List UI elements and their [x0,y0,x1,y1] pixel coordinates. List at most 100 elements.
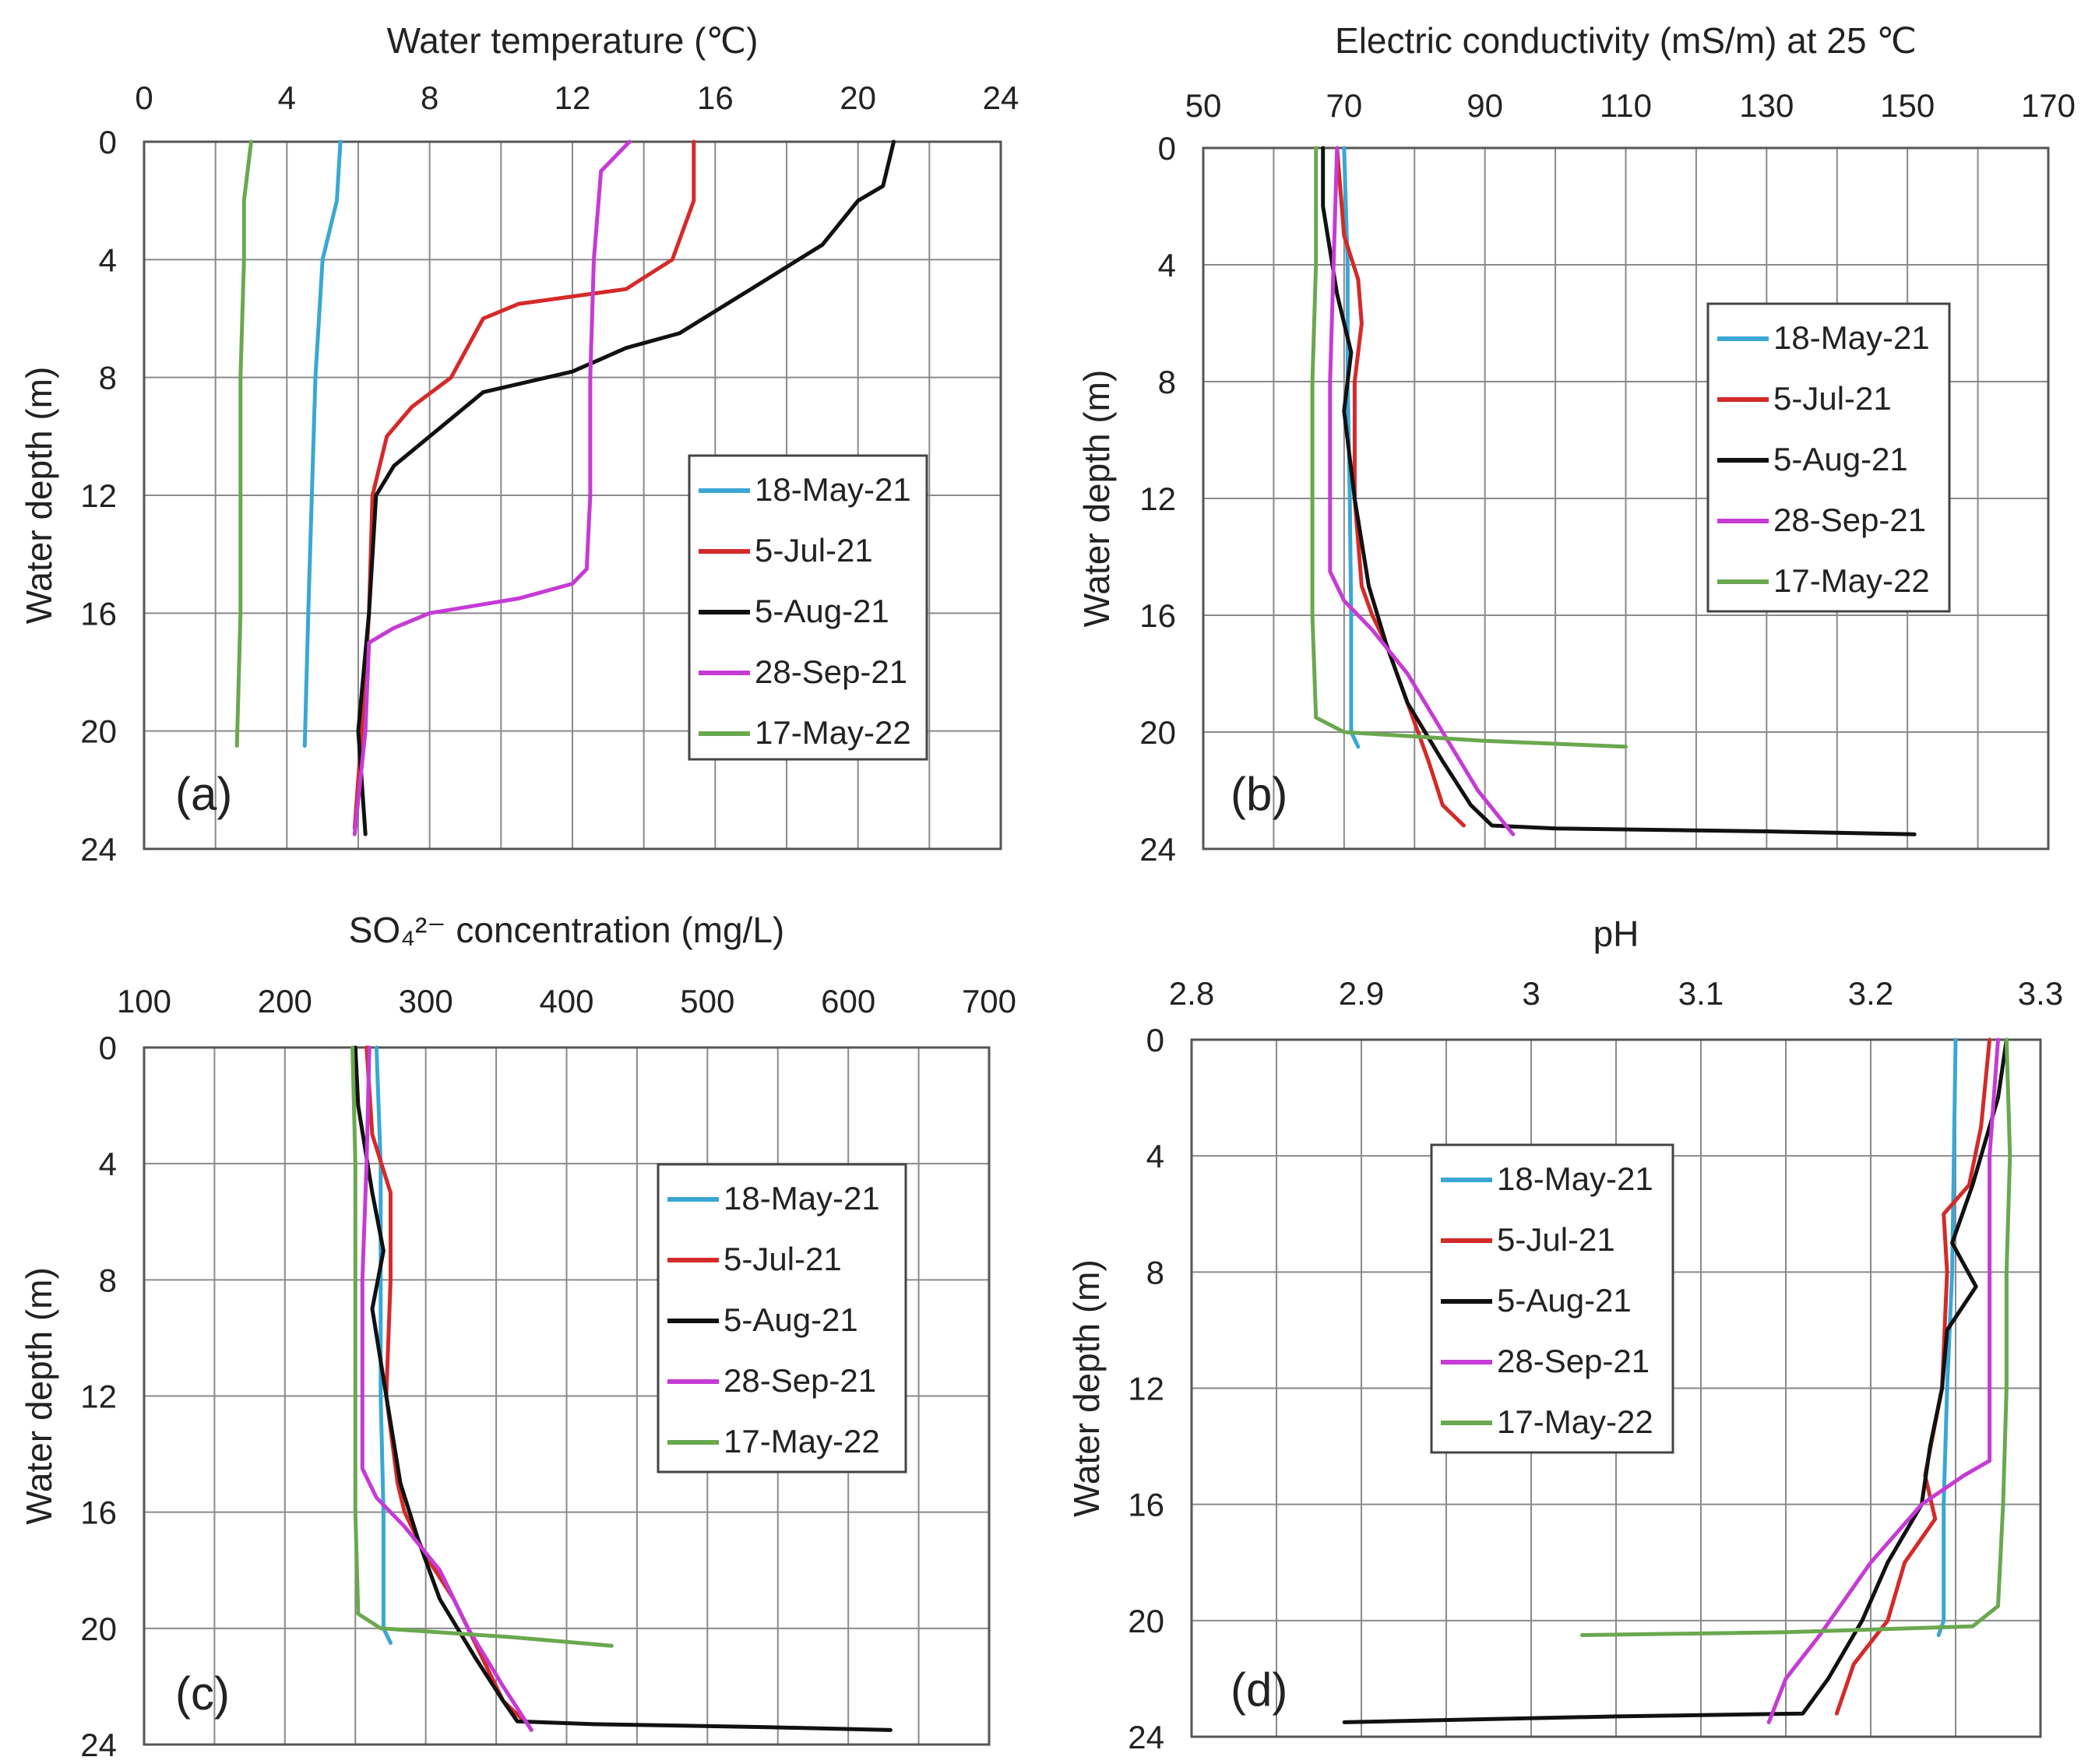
y-tick-label: 24 [1128,1719,1164,1755]
panel-c: SO₄²⁻ concentration (mg/L)100 200 300 400 50… [19,910,1016,1763]
legend-entry: 28-Sep-21 [1497,1343,1650,1379]
legend-entry: 17-May-22 [724,1423,880,1459]
x-tick-label: 90 [1467,87,1503,124]
x-tick-label: 700 [962,983,1016,1019]
y-tick-label: 0 [99,124,117,160]
series-line-5-Aug-21 [1342,1037,2009,1724]
y-tick-label: 8 [99,1262,117,1298]
panel-label: (b) [1231,768,1287,820]
y-tick-label: 20 [80,1611,117,1647]
x-tick-label: 70 [1326,87,1362,124]
y-tick-label: 8 [1146,1254,1164,1290]
y-tick-label: 8 [1158,364,1176,400]
x-tick-label: 200 [258,983,312,1019]
axis-title: Electric conductivity (mS/m) at 25 ℃ [1335,20,1917,61]
x-tick-label: 3.1 [1678,975,1724,1012]
legend-entry: 28-Sep-21 [724,1362,876,1399]
legend-entry: 5-Aug-21 [1497,1282,1632,1319]
x-tick-label: 3 [1522,975,1540,1012]
panel-label: (c) [175,1667,230,1720]
x-tick-label: 100 [117,983,171,1019]
y-tick-label: 20 [80,713,117,750]
y-tick-label: 4 [1146,1138,1164,1174]
x-tick-label: 600 [821,983,875,1019]
series-line-5-Aug-21 [356,139,896,836]
x-tick-label: 3.2 [1848,975,1893,1012]
legend-entry: 18-May-21 [755,471,911,508]
y-tick-label: 4 [1158,247,1176,283]
legend: 18-May-21 5-Jul-21 5-Aug-21 28-Sep-21 17-May… [1430,1143,1674,1454]
plot-frame [143,140,1002,850]
y-axis-label: Water depth (m) [1076,370,1117,628]
y-tick-label: 12 [80,1378,117,1415]
legend-entry: 17-May-22 [1773,562,1930,599]
series-line-5-Jul-21 [364,1045,526,1724]
legend-entry: 18-May-21 [724,1180,880,1216]
legend-entry: 17-May-22 [1497,1403,1653,1440]
legend: 18-May-21 5-Jul-21 5-Aug-21 28-Sep-21 17-May… [688,454,928,761]
x-tick-label: 110 [1600,87,1652,124]
y-tick-label: 12 [80,477,117,514]
plot-frame [1202,146,2050,850]
y-tick-label: 24 [80,831,117,868]
y-tick-label: 20 [1128,1603,1164,1639]
legend-box [657,1163,907,1474]
x-tick-label: 50 [1185,87,1222,124]
legend-entry: 5-Jul-21 [724,1241,842,1277]
legend-entry: 17-May-22 [755,714,911,751]
legend-entry: 5-Jul-21 [1773,380,1892,417]
x-tick-label: 20 [840,79,876,116]
legend-entry: 28-Sep-21 [1773,502,1926,538]
x-tick-label: 2.8 [1169,975,1214,1012]
series-line-5-Jul-21 [1834,1037,1992,1716]
x-tick-label: 150 [1880,87,1935,124]
y-tick-label: 24 [1139,831,1176,868]
legend: 18-May-21 5-Jul-21 5-Aug-21 28-Sep-21 17-May… [1706,302,1951,613]
x-tick-label: 24 [983,79,1019,116]
y-tick-label: 16 [1128,1487,1164,1523]
plot-frame [1190,1038,2042,1738]
legend-box [688,454,928,761]
series-line-28-Sep-21 [1766,1037,2000,1724]
axis-title: Water temperature (℃) [387,20,759,61]
y-tick-label: 12 [1139,481,1176,517]
legend-entry: 18-May-21 [1773,319,1930,356]
x-tick-label: 8 [421,79,438,116]
y-tick-label: 4 [99,241,117,278]
series-line-18-May-21 [302,139,343,748]
y-tick-label: 4 [99,1146,117,1182]
x-tick-label: 16 [697,79,734,116]
series-line-5-Jul-21 [352,139,696,830]
legend-entry: 5-Jul-21 [1497,1221,1615,1258]
y-tick-label: 12 [1128,1371,1164,1407]
x-tick-label: 2.9 [1339,975,1384,1012]
series-line-17-May-22 [1579,1037,2012,1637]
axis-title: SO₄²⁻ concentration (mg/L) [349,910,784,950]
y-tick-label: 0 [1158,130,1176,167]
series-line-28-Sep-21 [1328,146,1516,836]
axis-title: pH [1593,914,1639,954]
series-line-28-Sep-21 [360,1045,533,1732]
y-tick-label: 0 [1146,1022,1164,1058]
legend: 18-May-21 5-Jul-21 5-Aug-21 28-Sep-21 17-May… [657,1163,907,1474]
panel-d: pH 2.8 2.9 3 3.1 3.2 3.3 0 4 8 12 16 20 24 Water depth… [1066,914,2063,1755]
y-tick-label: 24 [80,1727,117,1763]
x-tick-label: 130 [1739,87,1794,124]
legend-entry: 28-Sep-21 [755,653,907,690]
series-line-17-May-22 [350,1045,614,1648]
y-tick-label: 16 [80,595,117,632]
x-tick-label: 500 [680,983,734,1019]
y-axis-label: Water depth (m) [19,1267,59,1525]
y-tick-label: 16 [80,1495,117,1531]
x-tick-label: 0 [135,79,153,116]
x-tick-label: 3.3 [2018,975,2063,1012]
y-tick-label: 20 [1139,714,1176,751]
series-line-17-May-22 [1310,146,1628,749]
legend-entry: 18-May-21 [1497,1160,1653,1197]
y-tick-label: 0 [99,1030,117,1066]
x-tick-label: 4 [278,79,296,116]
legend-entry: 5-Aug-21 [724,1301,858,1338]
x-tick-label: 12 [555,79,591,116]
panel-label: (a) [175,768,232,820]
